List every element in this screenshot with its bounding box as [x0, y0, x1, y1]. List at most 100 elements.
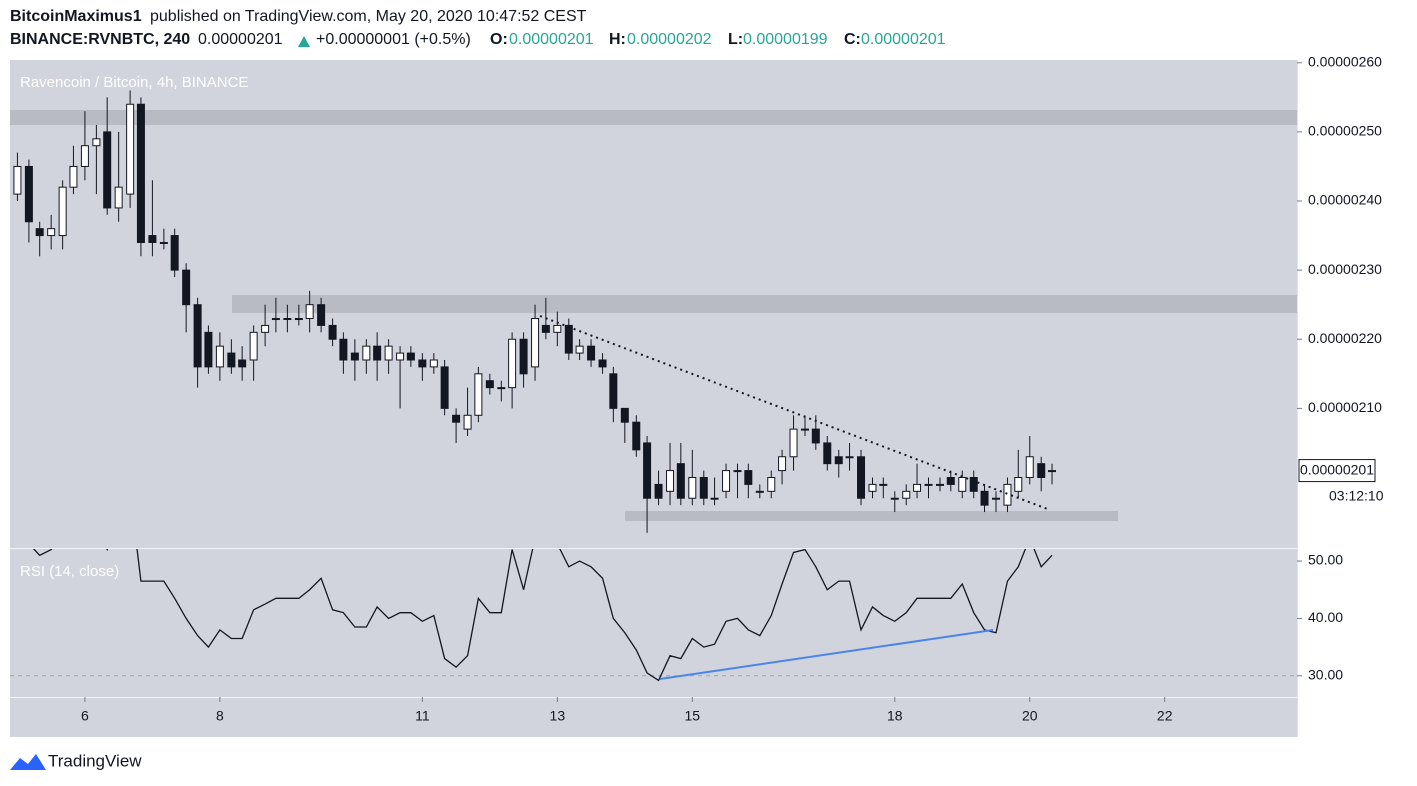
axes: 0.00000260 0.00000250 0.00000240 0.00000230…: [81, 53, 1384, 723]
candle-body: [69, 165, 78, 188]
candle-body: [845, 456, 854, 459]
author: BitcoinMaximus1: [10, 8, 142, 25]
candle-body: [429, 359, 438, 368]
y-tick-label: 0.00000230: [1308, 261, 1382, 277]
y-tick-label: 0.00000250: [1308, 123, 1382, 139]
y-tick-label: 0.00000210: [1308, 399, 1382, 415]
candle-body: [305, 304, 314, 320]
candle-body: [744, 470, 753, 485]
brand-logo: [10, 754, 46, 770]
candle-body: [227, 352, 236, 368]
candle-body: [24, 165, 33, 223]
divergence-line: [659, 629, 994, 680]
candle-body: [35, 228, 44, 237]
candle-body: [924, 483, 933, 486]
candle-body: [452, 414, 461, 423]
o-label: O:: [490, 31, 508, 48]
candle-body: [823, 442, 832, 465]
candle-body: [261, 324, 270, 333]
candle-body: [1014, 476, 1023, 492]
candle-body: [699, 476, 708, 499]
candle-body: [1048, 470, 1057, 473]
candle-body: [834, 456, 843, 465]
candle-body: [159, 241, 168, 244]
l-label: L:: [728, 31, 743, 48]
candle-body: [418, 359, 427, 368]
y-tick-label: 0.00000260: [1308, 53, 1382, 69]
x-tick-label: 22: [1157, 708, 1173, 724]
candle-body: [406, 352, 415, 361]
candle-body: [643, 442, 652, 499]
candle-body: [801, 428, 810, 431]
resistance-zone: [10, 110, 1297, 125]
x-tick-label: 8: [216, 708, 224, 724]
candle-body: [857, 456, 866, 499]
candle-body: [474, 373, 483, 416]
candle-body: [249, 331, 258, 361]
candle-body: [609, 373, 618, 409]
resistance-zone-edge: [51, 110, 52, 125]
candle-body: [913, 483, 922, 492]
candle-body: [350, 352, 359, 361]
x-tick-label: 13: [550, 708, 566, 724]
chart-area: [10, 60, 1297, 737]
candle-body: [373, 345, 382, 361]
candle-body: [317, 304, 326, 326]
c-value: 0.00000201: [861, 31, 946, 48]
candle-body: [666, 470, 675, 492]
symbol: BINANCE:RVNBTC, 240: [10, 31, 190, 48]
candle-body: [946, 476, 955, 485]
candle-body: [440, 366, 449, 409]
candle-body: [384, 345, 393, 361]
last-price: 0.00000201: [198, 31, 283, 48]
candle-body: [283, 318, 292, 321]
candle-body: [969, 476, 978, 492]
candle-body: [80, 145, 89, 167]
candle-body: [294, 318, 303, 321]
candle-body: [654, 483, 663, 499]
change: +0.00000001 (+0.5%): [316, 31, 471, 48]
candle-body: [58, 186, 67, 237]
candle-body: [47, 228, 56, 237]
candle-body: [508, 338, 517, 389]
up-arrow: [298, 36, 310, 47]
candle-body: [531, 318, 540, 368]
rsi-line: [32, 549, 1053, 682]
candle-body: [215, 345, 224, 368]
x-tick-label: 15: [685, 708, 701, 724]
candle-body: [204, 331, 213, 368]
candle-body: [587, 345, 596, 361]
candle-body: [564, 324, 573, 354]
candle-body: [92, 138, 101, 147]
candle-body: [755, 490, 764, 493]
candle-body: [575, 345, 584, 354]
brand: TradingView: [48, 751, 142, 770]
candle-body: [103, 131, 112, 209]
candle-body: [148, 235, 157, 243]
y-tick-label: 0.00000220: [1308, 330, 1382, 346]
countdown: 03:12:10: [1329, 487, 1384, 503]
candle-body: [328, 324, 337, 340]
candle-body: [710, 497, 719, 500]
y-tick-label: 0.00000240: [1308, 192, 1382, 208]
candle-body: [1003, 483, 1012, 506]
x-tick-label: 11: [415, 708, 430, 724]
candle-body: [114, 186, 123, 209]
candle-body: [620, 407, 629, 423]
support-zone: [625, 511, 1118, 521]
y-tick-label: 40.00: [1308, 609, 1343, 625]
candle-body: [767, 476, 776, 492]
candle-body: [362, 345, 371, 361]
y-tick-label: 50.00: [1308, 552, 1343, 568]
candle-body: [485, 380, 494, 389]
last-price-label: 0.00000201: [1300, 461, 1374, 477]
o-value: 0.00000201: [509, 31, 594, 48]
candle-body: [890, 497, 899, 500]
candle-body: [238, 359, 247, 368]
rsi-pane-title: RSI (14, close): [20, 563, 119, 580]
candle-body: [271, 318, 280, 321]
candle-body: [126, 103, 135, 195]
x-tick-label: 18: [887, 708, 903, 724]
candle-body: [632, 421, 641, 451]
